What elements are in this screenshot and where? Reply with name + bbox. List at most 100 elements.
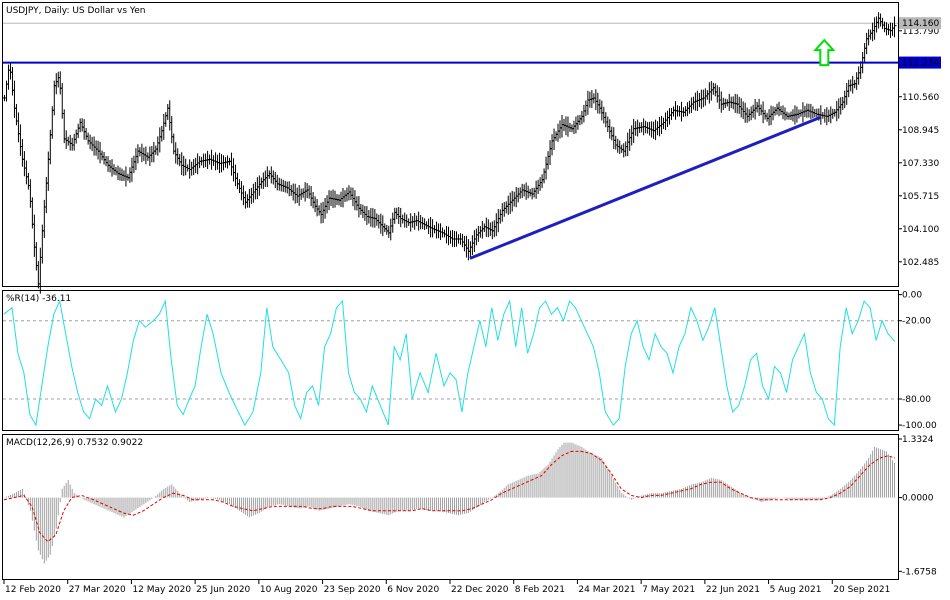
price-bar	[376, 214, 381, 229]
price-bar	[325, 195, 330, 214]
price-bar	[715, 85, 720, 103]
price-bar	[870, 22, 875, 42]
price-bar	[669, 107, 674, 120]
price-bar	[554, 131, 559, 141]
price-bar	[179, 152, 184, 176]
price-bar	[301, 188, 306, 198]
price-bar	[611, 127, 616, 150]
price-bar	[890, 22, 895, 36]
price-bar	[838, 97, 843, 115]
price-bar	[876, 12, 881, 29]
price-bar	[613, 135, 618, 150]
price-bar	[16, 112, 21, 143]
price-bar	[382, 223, 387, 233]
price-tick-label: 104.100	[902, 225, 939, 235]
price-bar	[747, 109, 752, 122]
price-bar	[502, 201, 507, 217]
price-bar	[12, 80, 17, 118]
price-bar	[771, 106, 776, 121]
price-bar	[763, 109, 768, 120]
price-bar	[661, 117, 666, 130]
price-bar	[777, 101, 782, 117]
price-bar	[249, 187, 254, 204]
price-bar	[665, 110, 670, 127]
price-bar	[163, 112, 168, 127]
price-bar	[104, 156, 109, 167]
price-bar	[185, 164, 190, 172]
price-bar	[247, 189, 252, 208]
price-bar	[195, 153, 200, 175]
price-bar	[607, 119, 612, 139]
price-bar	[169, 116, 174, 144]
price-bar	[346, 185, 351, 201]
price-bar	[619, 144, 624, 153]
price-tick-label: 110.560	[902, 93, 939, 103]
price-bar	[321, 201, 326, 224]
price-bar	[575, 115, 580, 130]
price-bar	[267, 170, 272, 179]
price-bar	[261, 172, 266, 189]
price-bar	[470, 235, 475, 256]
price-bar	[295, 187, 300, 203]
price-bar	[761, 101, 766, 124]
price-bar	[687, 100, 692, 114]
price-bar	[508, 192, 513, 214]
price-bar	[173, 142, 178, 164]
price-bar	[299, 188, 304, 200]
price-bar	[271, 170, 276, 185]
price-bar	[135, 144, 140, 164]
price-bar	[297, 185, 302, 206]
price-bar	[141, 147, 146, 161]
x-tick-label: 5 Aug 2021	[770, 585, 822, 595]
price-bar	[193, 157, 198, 174]
price-bar	[705, 90, 710, 100]
price-bar	[615, 138, 620, 153]
price-bar	[110, 159, 115, 177]
x-tick-label: 6 Nov 2020	[387, 585, 439, 595]
price-bar	[518, 187, 523, 199]
price-bar	[558, 120, 563, 139]
price-bar	[516, 187, 521, 203]
x-tick-label: 23 Sep 2020	[324, 585, 381, 595]
price-panel-frame	[2, 2, 899, 287]
current-price-box	[899, 17, 941, 30]
price-bar	[556, 123, 561, 142]
price-bar	[293, 183, 298, 204]
price-bar	[691, 96, 696, 110]
price-bar	[374, 213, 379, 226]
price-bar	[113, 166, 118, 176]
price-bar	[577, 114, 582, 126]
price-bar	[388, 218, 393, 241]
price-bar	[340, 188, 345, 208]
price-bar	[187, 159, 192, 179]
price-bar	[319, 202, 324, 224]
price-bar	[64, 130, 69, 149]
williams-r-tick-label: -100.00	[902, 421, 937, 431]
price-bar	[191, 159, 196, 176]
price-bar	[323, 197, 328, 219]
price-bar	[737, 96, 742, 114]
price-bar	[739, 98, 744, 118]
price-bar	[573, 116, 578, 134]
price-bar	[307, 185, 312, 199]
price-bar	[348, 187, 353, 200]
x-tick-label: 8 Feb 2021	[515, 585, 565, 595]
price-bar	[175, 148, 180, 165]
price-bar	[253, 181, 258, 200]
williams-r-label: %R(14) -36.11	[6, 294, 71, 304]
price-bar	[842, 90, 847, 109]
price-bar	[597, 99, 602, 114]
price-bar	[245, 194, 250, 208]
price-bar	[571, 120, 576, 135]
macd-tick-label: 1.3324	[902, 435, 934, 445]
price-bar	[305, 183, 310, 199]
price-bar	[532, 187, 537, 198]
price-bar	[255, 177, 260, 200]
price-bar	[265, 166, 270, 187]
price-bar	[599, 100, 604, 121]
price-bar	[593, 89, 598, 111]
price-bar	[836, 98, 841, 119]
price-bar	[127, 167, 132, 183]
price-bar	[667, 108, 672, 125]
price-bar	[713, 83, 718, 97]
